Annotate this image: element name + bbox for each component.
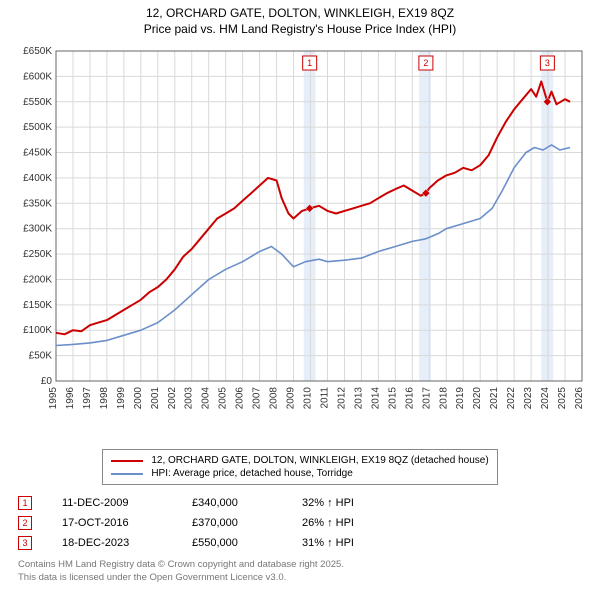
svg-text:2025: 2025 bbox=[557, 387, 568, 410]
svg-text:2014: 2014 bbox=[370, 387, 381, 410]
svg-text:2003: 2003 bbox=[184, 387, 195, 410]
svg-text:£150K: £150K bbox=[23, 300, 52, 311]
svg-text:2004: 2004 bbox=[201, 387, 212, 410]
svg-text:£550K: £550K bbox=[23, 97, 52, 108]
svg-text:£350K: £350K bbox=[23, 198, 52, 209]
svg-text:£250K: £250K bbox=[23, 249, 52, 260]
legend: 12, ORCHARD GATE, DOLTON, WINKLEIGH, EX1… bbox=[102, 449, 497, 485]
svg-text:1997: 1997 bbox=[82, 387, 93, 410]
svg-text:2023: 2023 bbox=[523, 387, 534, 410]
legend-label: 12, ORCHARD GATE, DOLTON, WINKLEIGH, EX1… bbox=[151, 455, 488, 466]
sales-table: 1 11-DEC-2009 £340,000 32% ↑ HPI 2 17-OCT-201… bbox=[18, 493, 592, 553]
svg-text:3: 3 bbox=[545, 58, 550, 68]
svg-text:2008: 2008 bbox=[269, 387, 280, 410]
svg-text:2007: 2007 bbox=[252, 387, 263, 410]
sale-diff: 32% ↑ HPI bbox=[302, 497, 402, 509]
svg-text:£400K: £400K bbox=[23, 173, 52, 184]
svg-text:2016: 2016 bbox=[404, 387, 415, 410]
svg-text:2012: 2012 bbox=[336, 387, 347, 410]
sale-marker: 2 bbox=[18, 516, 32, 530]
svg-text:2022: 2022 bbox=[506, 387, 517, 410]
svg-text:1998: 1998 bbox=[99, 387, 110, 410]
svg-text:1999: 1999 bbox=[116, 387, 127, 410]
svg-text:2015: 2015 bbox=[387, 387, 398, 410]
svg-text:2020: 2020 bbox=[472, 387, 483, 410]
svg-text:2011: 2011 bbox=[319, 387, 330, 409]
sale-price: £340,000 bbox=[192, 497, 272, 509]
sale-row: 3 18-DEC-2023 £550,000 31% ↑ HPI bbox=[18, 533, 592, 553]
svg-text:2017: 2017 bbox=[421, 387, 432, 410]
svg-text:2018: 2018 bbox=[438, 387, 449, 410]
svg-text:2024: 2024 bbox=[540, 387, 551, 410]
svg-text:1995: 1995 bbox=[48, 387, 59, 410]
footnote-line1: Contains HM Land Registry data © Crown c… bbox=[18, 559, 592, 571]
footnote-line2: This data is licensed under the Open Gov… bbox=[18, 572, 592, 584]
sale-row: 2 17-OCT-2016 £370,000 26% ↑ HPI bbox=[18, 513, 592, 533]
chart-area: £0 £50K £100K £150K £200K £250K £300K £350K £400… bbox=[8, 41, 592, 441]
sale-date: 18-DEC-2023 bbox=[62, 537, 162, 549]
svg-text:1996: 1996 bbox=[65, 387, 76, 410]
svg-text:2013: 2013 bbox=[353, 387, 364, 410]
svg-text:2: 2 bbox=[423, 58, 428, 68]
svg-text:2021: 2021 bbox=[489, 387, 500, 410]
svg-text:£0: £0 bbox=[41, 376, 53, 387]
sale-date: 17-OCT-2016 bbox=[62, 517, 162, 529]
svg-text:2001: 2001 bbox=[150, 387, 161, 410]
svg-text:£650K: £650K bbox=[23, 46, 52, 57]
chart-title: 12, ORCHARD GATE, DOLTON, WINKLEIGH, EX1… bbox=[8, 6, 592, 37]
svg-text:£50K: £50K bbox=[29, 351, 53, 362]
sale-date: 11-DEC-2009 bbox=[62, 497, 162, 509]
svg-text:2019: 2019 bbox=[455, 387, 466, 410]
svg-text:1: 1 bbox=[307, 58, 312, 68]
title-line1: 12, ORCHARD GATE, DOLTON, WINKLEIGH, EX1… bbox=[8, 6, 592, 22]
sale-diff: 26% ↑ HPI bbox=[302, 517, 402, 529]
footnote: Contains HM Land Registry data © Crown c… bbox=[8, 559, 592, 584]
svg-text:£450K: £450K bbox=[23, 148, 52, 159]
svg-text:£500K: £500K bbox=[23, 122, 52, 133]
sale-row: 1 11-DEC-2009 £340,000 32% ↑ HPI bbox=[18, 493, 592, 513]
sale-price: £550,000 bbox=[192, 537, 272, 549]
sale-diff: 31% ↑ HPI bbox=[302, 537, 402, 549]
svg-text:£100K: £100K bbox=[23, 325, 52, 336]
svg-text:2009: 2009 bbox=[286, 387, 297, 410]
svg-text:2005: 2005 bbox=[218, 387, 229, 410]
svg-text:£300K: £300K bbox=[23, 224, 52, 235]
legend-item: 12, ORCHARD GATE, DOLTON, WINKLEIGH, EX1… bbox=[111, 454, 488, 467]
legend-swatch bbox=[111, 473, 143, 475]
legend-label: HPI: Average price, detached house, Torr… bbox=[151, 468, 352, 479]
svg-text:2006: 2006 bbox=[235, 387, 246, 410]
sale-marker: 1 bbox=[18, 496, 32, 510]
legend-swatch bbox=[111, 460, 143, 462]
title-line2: Price paid vs. HM Land Registry's House … bbox=[8, 22, 592, 38]
sale-marker: 3 bbox=[18, 536, 32, 550]
svg-text:2010: 2010 bbox=[303, 387, 314, 410]
svg-text:2026: 2026 bbox=[574, 387, 585, 410]
svg-text:£600K: £600K bbox=[23, 72, 52, 83]
svg-text:£200K: £200K bbox=[23, 275, 52, 286]
svg-text:2002: 2002 bbox=[167, 387, 178, 410]
legend-item: HPI: Average price, detached house, Torr… bbox=[111, 467, 488, 480]
sale-price: £370,000 bbox=[192, 517, 272, 529]
svg-text:2000: 2000 bbox=[133, 387, 144, 410]
